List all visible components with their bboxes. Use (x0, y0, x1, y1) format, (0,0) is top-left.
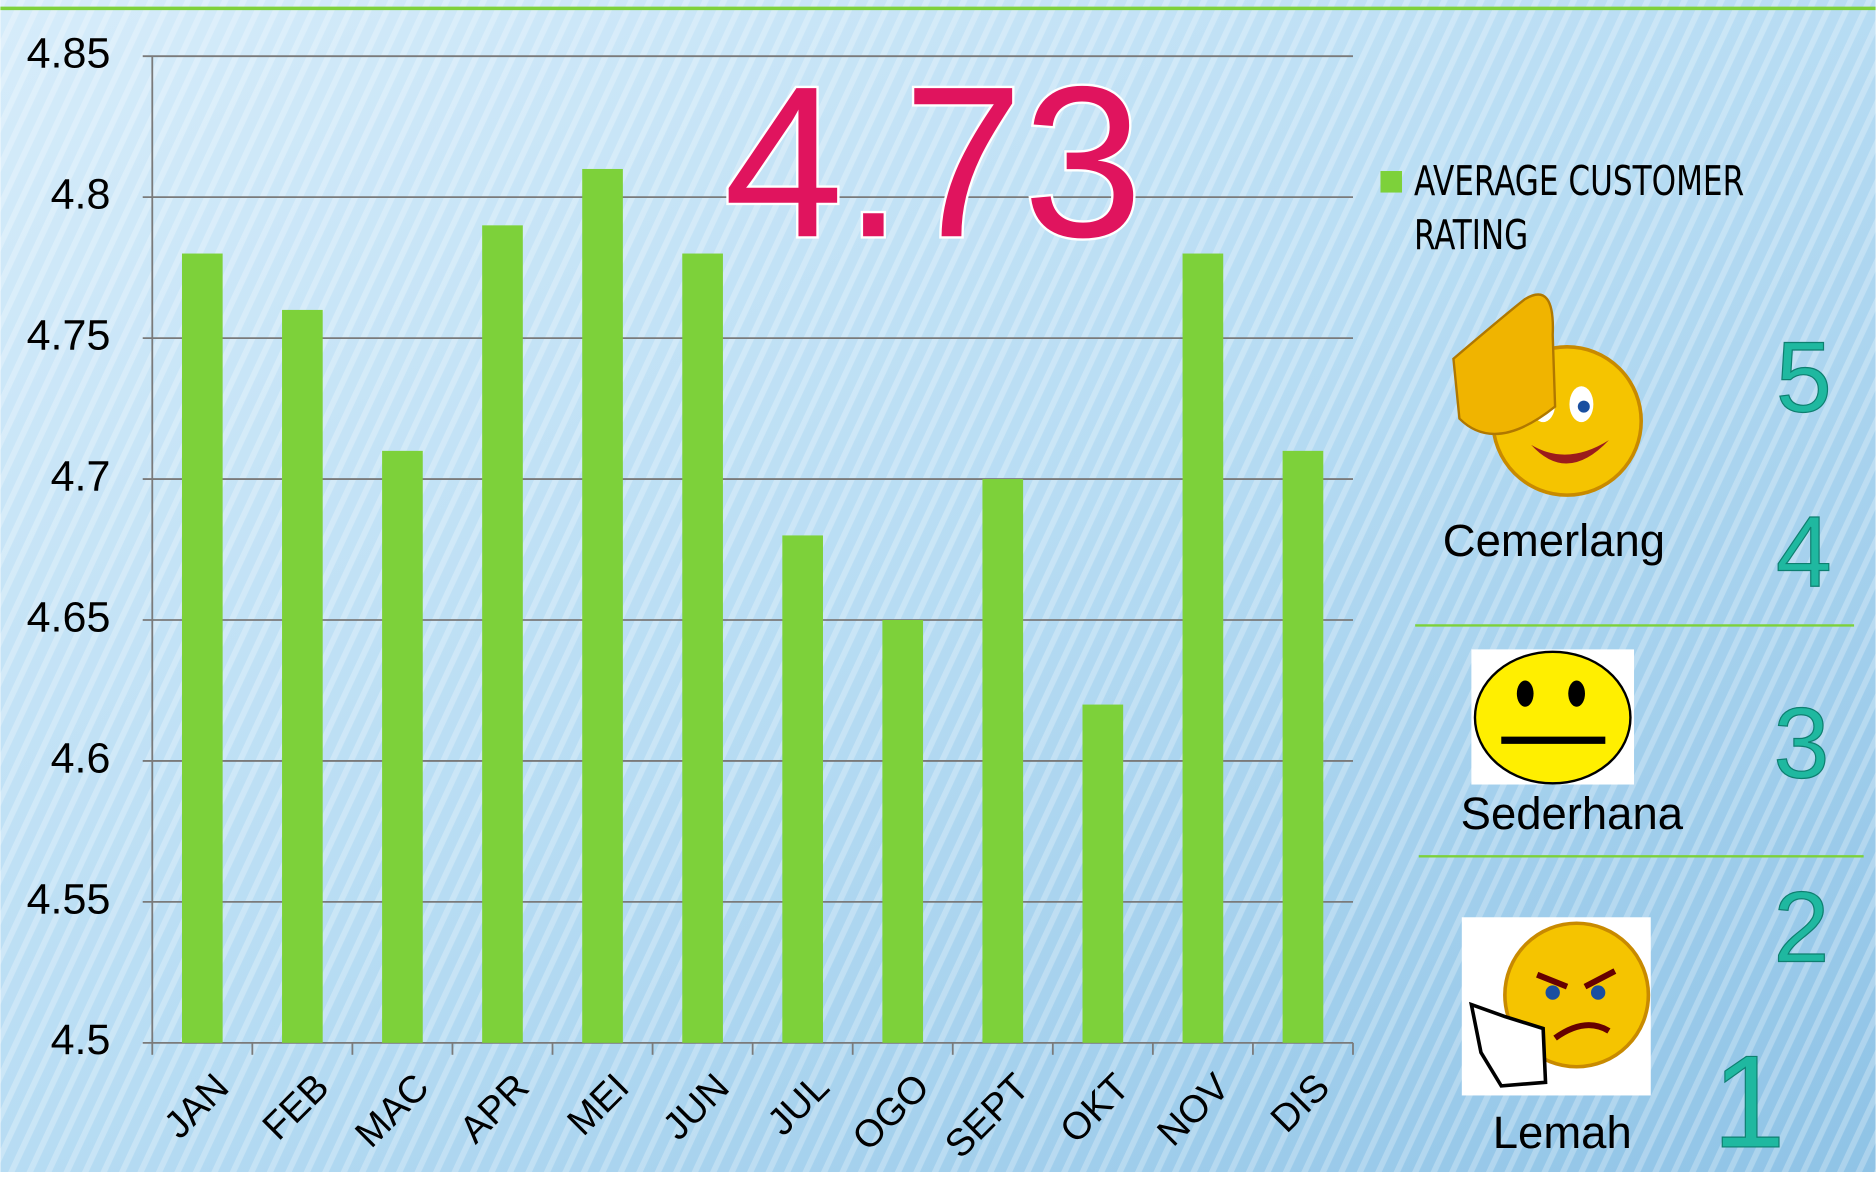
bar (682, 254, 723, 1043)
bar (1083, 705, 1124, 1043)
scale-label: Lemah (1493, 1107, 1632, 1158)
bar (1283, 451, 1324, 1043)
legend-label: AVERAGE CUSTOMER RATING (1414, 155, 1800, 263)
bar (982, 479, 1023, 1043)
y-tick-label: 4.65 (27, 593, 111, 641)
scale-label: Sederhana (1461, 788, 1684, 839)
bar (382, 451, 423, 1043)
bar (882, 620, 923, 1043)
scale-number: 2 (1774, 872, 1830, 984)
legend: AVERAGE CUSTOMER RATING (1414, 155, 1868, 275)
bar (482, 225, 523, 1042)
bar (782, 535, 823, 1042)
chart: 4.54.554.64.654.74.754.84.85JANFEBMACAPR… (0, 0, 1876, 1172)
y-tick-label: 4.55 (27, 875, 111, 923)
y-tick-label: 4.85 (27, 30, 111, 78)
scale-number: 4 (1776, 496, 1832, 608)
scale-number: 3 (1774, 688, 1830, 800)
scale-label: Cemerlang (1443, 515, 1665, 566)
bar (182, 254, 223, 1043)
bar (1183, 254, 1224, 1043)
legend-swatch (1380, 171, 1402, 193)
neutral-face (1471, 649, 1634, 784)
y-tick-label: 4.6 (51, 734, 111, 782)
scale-number: 1 (1712, 1028, 1785, 1172)
y-tick-label: 4.7 (51, 452, 111, 500)
angry-face (1462, 917, 1651, 1095)
y-tick-label: 4.75 (27, 311, 111, 359)
y-tick-label: 4.5 (51, 1016, 111, 1064)
bar (582, 169, 623, 1043)
y-tick-label: 4.8 (51, 171, 111, 219)
scale-number: 5 (1776, 322, 1832, 434)
bar (282, 310, 323, 1043)
annotation: 4.73 (724, 41, 1143, 282)
